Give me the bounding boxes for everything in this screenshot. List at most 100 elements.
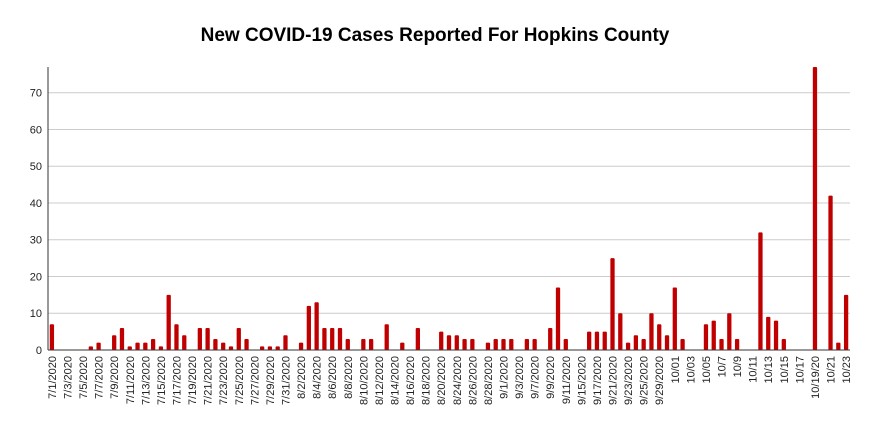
bar	[88, 346, 93, 350]
x-axis-ticks: 7/1/2020 7/3/2020 7/5/2020 7/7/2020 7/9/2020…	[47, 356, 853, 405]
x-tick-label: 8/12/2020	[374, 356, 386, 405]
bar	[703, 324, 709, 350]
bar	[267, 346, 273, 350]
bar	[649, 313, 654, 350]
x-tick-label: 10/17	[794, 356, 806, 384]
bar	[843, 294, 849, 350]
bar	[454, 335, 459, 350]
bar	[400, 342, 405, 350]
x-tick-label: 8/2/2020	[296, 356, 308, 399]
bar	[306, 305, 311, 350]
y-tick-label: 70	[30, 88, 42, 100]
x-tick-label: 8/10/2020	[358, 356, 370, 405]
bar	[719, 338, 724, 350]
bar	[672, 287, 677, 350]
bar	[493, 338, 498, 350]
bar	[197, 327, 202, 350]
x-tick-label: 10/01	[670, 356, 682, 384]
bar	[633, 335, 639, 350]
x-tick-label: 7/5/2020	[78, 356, 90, 399]
x-tick-label: 10/03	[685, 356, 697, 384]
x-tick-label: 10/15	[779, 356, 791, 384]
x-tick-label: 7/27/2020	[249, 356, 261, 405]
y-axis-ticks: 0 10 20 30 40 50 60 70	[30, 88, 42, 357]
y-tick-label: 40	[30, 198, 42, 210]
y-tick-label: 60	[30, 124, 42, 136]
bar	[368, 338, 374, 350]
bar	[182, 335, 187, 350]
bar	[462, 338, 467, 350]
x-tick-label: 9/1/2020	[499, 356, 511, 399]
x-tick-label: 10/23	[841, 356, 853, 384]
bar	[283, 335, 288, 350]
x-tick-label: 10/05	[701, 356, 713, 384]
x-tick-label: 7/13/2020	[140, 356, 152, 405]
bar	[548, 327, 553, 350]
x-tick-label: 7/15/2020	[156, 356, 168, 405]
bar	[228, 346, 234, 350]
x-tick-label: 9/11/2020	[561, 356, 573, 404]
bar	[127, 346, 132, 350]
bar	[49, 324, 55, 350]
x-tick-label: 9/25/2020	[639, 356, 651, 405]
bar	[625, 342, 631, 350]
chart-title: New COVID-19 Cases Reported For Hopkins …	[201, 25, 670, 46]
bar	[680, 338, 685, 350]
bar	[641, 338, 646, 350]
bar	[112, 335, 117, 350]
x-tick-label: 10/19/20	[810, 356, 822, 399]
bar	[439, 331, 444, 350]
y-tick-label: 20	[30, 271, 42, 283]
x-tick-label: 8/14/2020	[389, 356, 401, 405]
bar	[610, 258, 615, 350]
x-tick-label: 7/3/2020	[62, 356, 74, 399]
x-tick-label: 9/21/2020	[608, 356, 620, 405]
x-tick-label: 8/24/2020	[452, 356, 464, 405]
bar	[812, 67, 818, 350]
x-tick-label: 7/31/2020	[280, 356, 292, 405]
x-tick-label: 9/17/2020	[592, 356, 604, 405]
x-tick-label: 7/11/2020	[125, 356, 137, 404]
x-tick-label: 8/16/2020	[405, 356, 417, 405]
axes	[47, 67, 850, 351]
x-tick-label: 7/9/2020	[109, 356, 121, 399]
bar	[446, 335, 452, 350]
x-tick-label: 8/18/2020	[421, 356, 433, 405]
bar	[509, 338, 514, 350]
bar	[773, 320, 779, 350]
bar	[244, 338, 249, 350]
bar	[563, 338, 568, 350]
bar	[205, 327, 210, 350]
x-tick-label: 7/7/2020	[94, 356, 106, 399]
bar	[532, 338, 537, 350]
x-tick-label: 7/19/2020	[187, 356, 199, 405]
y-tick-label: 10	[30, 308, 42, 320]
gridlines	[48, 92, 850, 314]
bar	[470, 338, 475, 350]
x-tick-label: 10/7	[717, 356, 729, 377]
bar	[119, 327, 125, 350]
bar	[259, 346, 265, 350]
bar	[166, 294, 171, 350]
bar	[314, 302, 319, 350]
x-tick-label: 9/29/2020	[654, 356, 666, 405]
bar	[555, 287, 561, 350]
bar	[213, 338, 218, 350]
bar	[330, 327, 335, 350]
bar	[836, 342, 841, 350]
x-tick-label: 7/1/2020	[47, 356, 59, 399]
y-tick-label: 0	[36, 345, 42, 357]
bar	[602, 331, 607, 350]
bar	[524, 338, 530, 350]
bars	[49, 67, 849, 350]
bar	[298, 342, 304, 350]
bar	[587, 331, 592, 350]
x-tick-label: 8/26/2020	[467, 356, 479, 405]
x-tick-label: 7/29/2020	[265, 356, 277, 405]
y-tick-label: 30	[30, 235, 42, 247]
bar	[711, 320, 716, 350]
bar	[828, 195, 833, 350]
bar	[657, 324, 662, 350]
